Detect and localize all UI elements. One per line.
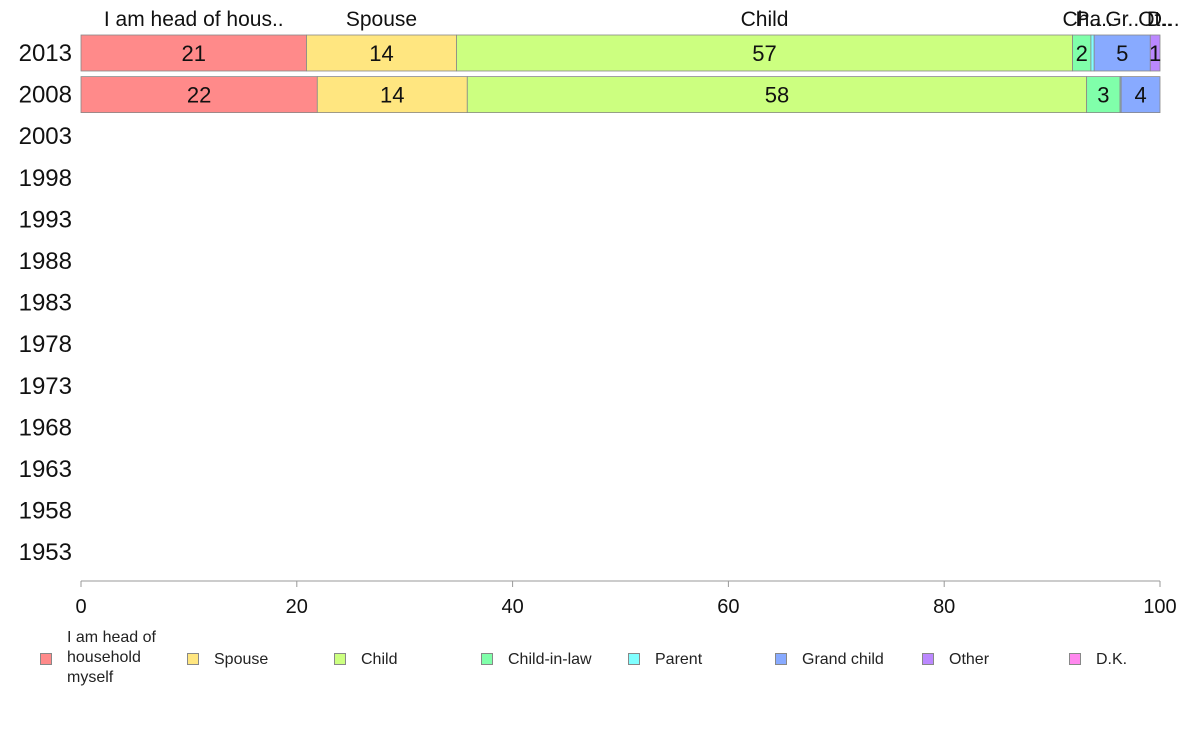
y-tick-label: 1953 — [19, 539, 72, 566]
legend-label: Parent — [655, 650, 702, 670]
bar-segment — [1149, 34, 1161, 72]
segment-header-label: D... — [1147, 8, 1180, 31]
stacked-bar-chart: I am head of hous.. Spouse Child Ch..Pa..Gr… — [19, 8, 1180, 618]
legend-swatch — [40, 653, 52, 665]
segment-header-label: I am head of hous.. — [104, 8, 284, 31]
x-tick-label: 20 — [286, 596, 308, 618]
data-label: 57 — [752, 41, 776, 66]
x-axis: 0 20 40 60 80 100 — [75, 580, 1177, 618]
legend-item: Grand child — [775, 650, 884, 670]
y-tick-label: 1983 — [19, 290, 72, 317]
x-tick-label: 80 — [933, 596, 955, 618]
data-label: 4 — [1134, 83, 1146, 108]
bar-segment — [316, 76, 468, 113]
segment-header-label: Child — [741, 8, 789, 31]
legend-swatch — [481, 653, 493, 665]
legend-label-line: myself — [67, 669, 114, 686]
legend: I am head of household myself Spouse Child Ch… — [0, 628, 1188, 708]
y-tick-label: 1963 — [19, 456, 72, 483]
legend-label: Grand child — [802, 650, 884, 670]
data-label: 14 — [369, 41, 393, 66]
legend-item: Other — [922, 650, 989, 670]
legend-label-line: household — [67, 649, 141, 666]
legend-label: Other — [949, 650, 989, 670]
y-tick-label: 1958 — [19, 498, 72, 525]
legend-label-line: Child-in-law — [508, 651, 592, 668]
y-tick-label: 2003 — [19, 123, 72, 150]
bar-segment — [1086, 76, 1121, 113]
data-label: 1 — [1149, 41, 1161, 66]
segment-header-label: Pa.. — [1076, 8, 1113, 31]
legend-item: Parent — [628, 650, 702, 670]
legend-label-line: I am head of — [67, 629, 156, 646]
segment-header-label: Ch.. — [1063, 8, 1102, 31]
legend-label: I am head of household myself — [67, 628, 156, 688]
legend-item: Child — [334, 650, 397, 670]
legend-label-line: Spouse — [214, 651, 269, 668]
segment-header-label: Ot.. — [1138, 8, 1172, 31]
segment-header-label: Spouse — [346, 8, 417, 31]
legend-label: Spouse — [214, 650, 268, 670]
legend-label: D.K. — [1096, 650, 1127, 670]
data-label: 5 — [1116, 41, 1128, 66]
y-tick-label: 1973 — [19, 373, 72, 400]
legend-item: D.K. — [1069, 650, 1127, 670]
legend-label: Child-in-law — [508, 650, 592, 670]
y-tick-label: 2008 — [19, 82, 72, 109]
data-label: 3 — [1097, 83, 1109, 108]
legend-swatch — [334, 653, 346, 665]
bar-segment — [1120, 76, 1161, 113]
y-tick-label: 1998 — [19, 165, 72, 192]
data-label: 14 — [380, 83, 404, 108]
x-tick-label: 40 — [501, 596, 523, 618]
legend-label-line: Grand child — [802, 651, 884, 668]
bar-segment — [456, 34, 1074, 72]
legend-label-line: Parent — [655, 651, 703, 668]
legend-item: I am head of household myself — [40, 628, 156, 688]
y-axis-tick-labels: 2013 2008 2003 1998 1993 1988 1983 1978 1973 1968… — [19, 40, 72, 566]
data-label: 22 — [187, 83, 211, 108]
bar-segment — [80, 34, 307, 72]
y-tick-label: 1968 — [19, 414, 72, 441]
bars: 21 14 57 2 5 1 22 14 58 3 4 — [80, 34, 1161, 113]
bar-segment — [306, 34, 457, 72]
y-tick-label: 2013 — [19, 40, 72, 67]
segment-header-labels: I am head of hous.. Spouse Child Ch..Pa..Gr… — [104, 8, 1180, 31]
legend-item: Spouse — [187, 650, 268, 670]
data-label: 2 — [1076, 41, 1088, 66]
y-tick-label: 1993 — [19, 206, 72, 233]
bar-segment — [1090, 34, 1095, 72]
data-label: 21 — [182, 41, 206, 66]
legend-label: Child — [361, 650, 397, 670]
legend-swatch — [1069, 653, 1081, 665]
legend-label-line: Child — [361, 651, 398, 668]
x-tick-label: 60 — [717, 596, 739, 618]
legend-swatch — [628, 653, 640, 665]
data-label: 58 — [765, 83, 789, 108]
legend-swatch — [922, 653, 934, 665]
legend-swatch — [187, 653, 199, 665]
bar-segment — [466, 76, 1088, 113]
x-tick-label: 0 — [75, 596, 86, 618]
y-tick-label: 1988 — [19, 248, 72, 275]
legend-item: Child-in-law — [481, 650, 592, 670]
x-tick-label: 100 — [1143, 596, 1176, 618]
y-tick-label: 1978 — [19, 331, 72, 358]
legend-label-line: Other — [949, 651, 990, 668]
legend-label-line: D.K. — [1096, 651, 1128, 668]
segment-header-label: Gr.. — [1105, 8, 1139, 31]
legend-swatch — [775, 653, 787, 665]
